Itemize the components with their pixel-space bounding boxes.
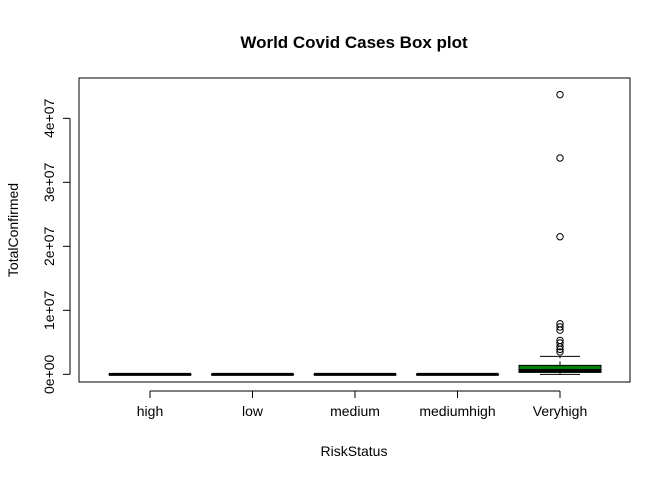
outlier-point	[556, 90, 564, 99]
outlier-point	[556, 320, 564, 328]
x-tick-label: low	[242, 403, 264, 419]
outlier-point	[556, 233, 564, 241]
box-medium	[313, 372, 397, 376]
outlier-point	[556, 323, 564, 331]
outlier-point	[556, 336, 564, 345]
y-tick-label: 3e+07	[41, 162, 57, 202]
y-tick-label: 1e+07	[41, 290, 57, 330]
x-tick-label: medium	[330, 403, 380, 419]
box-high	[108, 372, 192, 376]
outlier-point	[556, 154, 564, 162]
box-Veryhigh	[518, 90, 602, 375]
y-tick-label: 2e+07	[41, 226, 57, 266]
x-tick-label: high	[137, 403, 163, 419]
box-mediumhigh	[416, 372, 499, 376]
x-axis-label: RiskStatus	[321, 443, 388, 459]
chart-title: World Covid Cases Box plot	[240, 33, 468, 52]
outlier-point	[556, 339, 564, 347]
y-tick-label: 0e+00	[41, 354, 57, 394]
boxes	[108, 90, 602, 376]
outlier-point	[556, 348, 564, 356]
box-low	[211, 372, 294, 376]
box-iqr	[518, 364, 602, 373]
y-axis-label: TotalConfirmed	[5, 183, 21, 277]
plot-frame	[78, 77, 631, 383]
y-tick-label: 4e+07	[41, 98, 57, 138]
x-tick-label: mediumhigh	[419, 403, 495, 419]
y-axis: 0e+00 1e+07 2e+07 3e+07 4e+07	[41, 98, 71, 394]
x-tick-label: Veryhigh	[533, 403, 587, 419]
x-axis: high low medium mediumhigh Veryhigh	[137, 390, 587, 419]
